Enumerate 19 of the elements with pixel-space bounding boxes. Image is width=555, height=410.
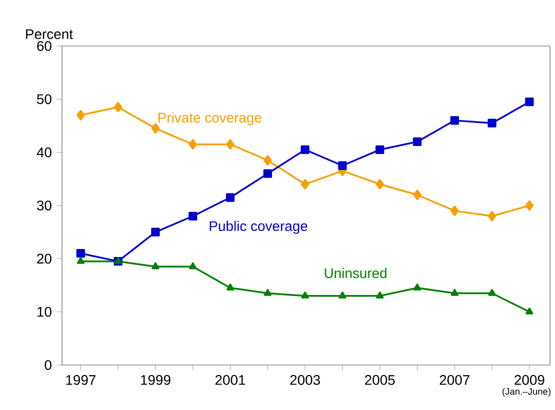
y-tick-label: 10 <box>38 306 52 317</box>
y-axis-title: Percent <box>26 29 73 40</box>
x-tick-label: 2003 <box>290 375 320 385</box>
y-tick-label: 50 <box>37 94 52 104</box>
series-label: Public coverage <box>210 220 308 234</box>
y-tick-label: 0 <box>44 360 52 370</box>
x-tick-label: 2007 <box>440 375 470 385</box>
x-tick-label: 2005 <box>365 375 395 385</box>
text: (Jan.–June) <box>502 388 550 397</box>
y-tick-label: 40 <box>36 147 52 158</box>
series-label: Private coverage <box>158 112 262 126</box>
y-tick-label: 60 <box>37 41 52 51</box>
series-label: Uninsured <box>324 268 386 278</box>
x-tick-label: 1999 <box>141 375 170 385</box>
x-tick-label: 1997 <box>66 375 96 385</box>
y-tick-label: 20 <box>37 254 52 264</box>
x-tick-label: 2001 <box>215 375 246 385</box>
x-tick-label: 2009 <box>514 375 544 385</box>
y-tick-label: 30 <box>36 200 52 210</box>
